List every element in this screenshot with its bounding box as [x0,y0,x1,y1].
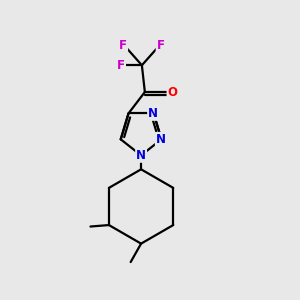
Text: N: N [156,133,166,146]
Text: N: N [136,149,146,162]
Text: F: F [119,38,127,52]
Text: N: N [148,107,158,120]
Text: O: O [167,85,178,98]
Text: F: F [117,59,125,72]
Text: F: F [157,38,165,52]
